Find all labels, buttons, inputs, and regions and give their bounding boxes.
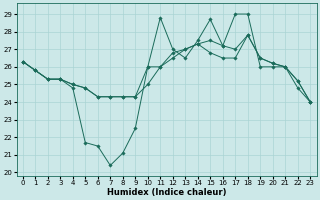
- X-axis label: Humidex (Indice chaleur): Humidex (Indice chaleur): [107, 188, 226, 197]
